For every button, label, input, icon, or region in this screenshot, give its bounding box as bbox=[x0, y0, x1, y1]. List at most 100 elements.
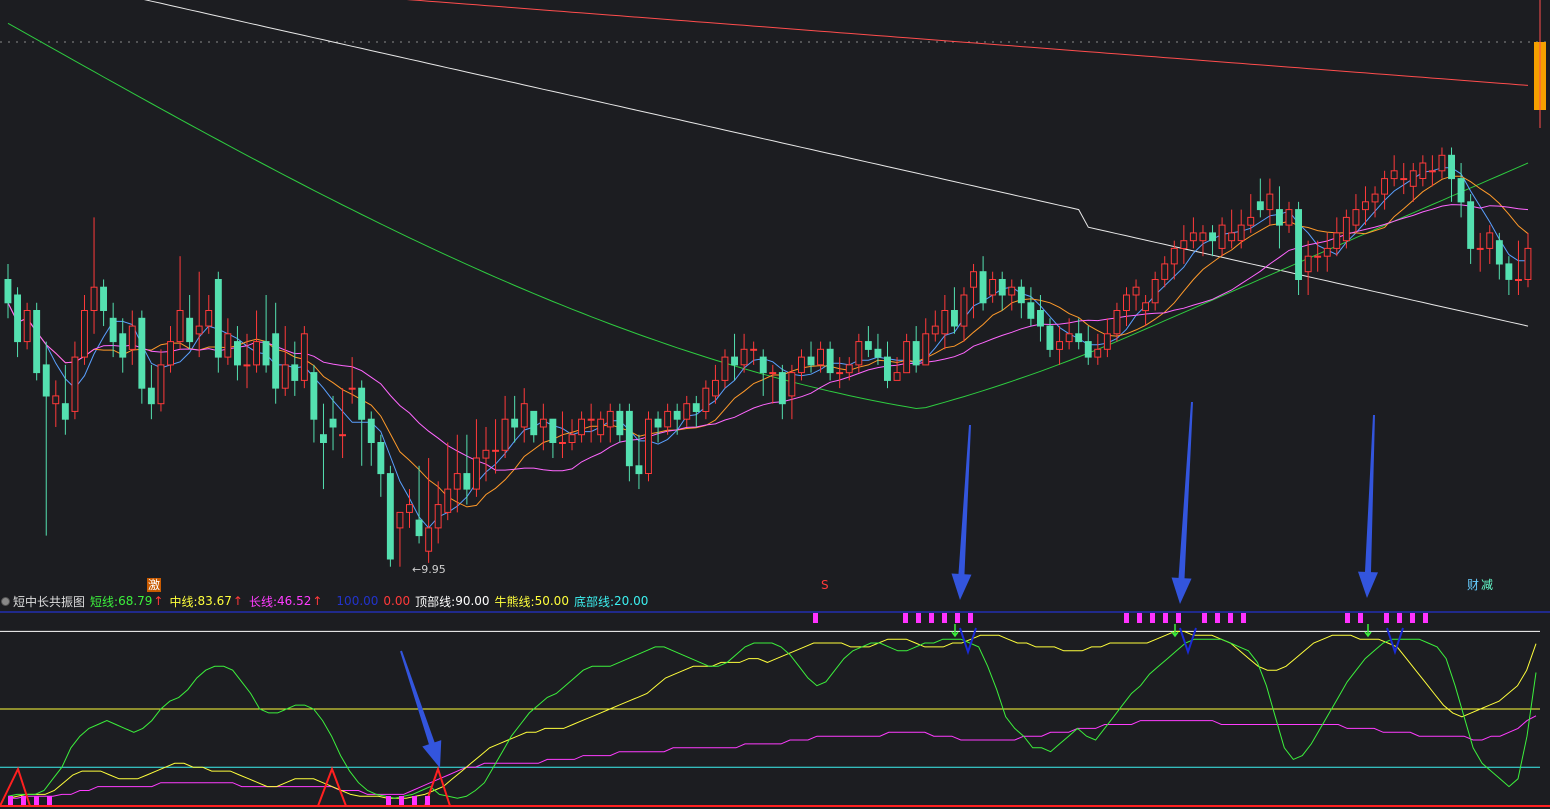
candle bbox=[1056, 326, 1063, 365]
candle-body bbox=[61, 403, 69, 420]
candle bbox=[568, 419, 576, 451]
candle bbox=[396, 511, 404, 567]
candle-body bbox=[1419, 162, 1427, 179]
hidden-value-1: 100.00 bbox=[336, 594, 379, 608]
candle-body bbox=[539, 418, 547, 428]
candle-body bbox=[998, 279, 1006, 296]
candle-body bbox=[425, 527, 433, 552]
candle bbox=[941, 295, 949, 350]
candle bbox=[1495, 232, 1503, 280]
candle bbox=[453, 434, 461, 513]
candle bbox=[530, 410, 538, 443]
candle-body bbox=[731, 356, 738, 366]
candle-body bbox=[482, 449, 490, 459]
candle-body bbox=[1428, 170, 1436, 173]
candle-body bbox=[1266, 193, 1274, 211]
price-panel[interactable] bbox=[0, 0, 1550, 567]
candle-body bbox=[1362, 201, 1369, 211]
candle-body bbox=[1285, 209, 1293, 226]
candle-body bbox=[1075, 333, 1083, 343]
candle bbox=[692, 395, 700, 427]
candle-body bbox=[578, 418, 585, 436]
mid-arrow-icon: ↑ bbox=[232, 594, 243, 608]
indicator-name[interactable]: 短中长共振图 bbox=[13, 594, 86, 609]
candle-body bbox=[71, 356, 79, 412]
top-signal-marker bbox=[1202, 613, 1207, 623]
candle-body bbox=[358, 387, 366, 420]
candle-body bbox=[300, 333, 308, 381]
candle bbox=[970, 263, 977, 319]
candle-body bbox=[348, 387, 356, 390]
candle bbox=[1333, 217, 1341, 257]
candle-body bbox=[951, 310, 958, 327]
candle bbox=[1132, 279, 1140, 311]
candle-body bbox=[205, 310, 213, 327]
candle-body bbox=[434, 504, 442, 529]
candle-body bbox=[1438, 154, 1446, 172]
ma250-line bbox=[406, 0, 1529, 86]
candle-body bbox=[625, 410, 633, 467]
long-series-line bbox=[8, 715, 1537, 799]
candle-body bbox=[673, 410, 681, 420]
pointer-arrow-shape bbox=[951, 424, 972, 600]
candle bbox=[1151, 271, 1159, 311]
candle-body bbox=[52, 395, 60, 405]
top-signal-marker bbox=[813, 613, 818, 623]
candle-body bbox=[1342, 216, 1350, 242]
candle bbox=[1362, 186, 1369, 226]
candle-body bbox=[989, 279, 997, 296]
candle bbox=[329, 395, 337, 451]
candle bbox=[1476, 232, 1484, 272]
candle bbox=[1314, 240, 1322, 272]
candle-body bbox=[1352, 209, 1360, 226]
candle bbox=[587, 403, 595, 443]
indicator-icon[interactable] bbox=[1, 596, 10, 606]
short-value: 68.79 bbox=[118, 594, 153, 608]
candle bbox=[903, 333, 911, 374]
candle-body bbox=[176, 310, 184, 343]
candle bbox=[501, 395, 509, 459]
candle bbox=[1467, 194, 1475, 264]
candle-body bbox=[1180, 240, 1188, 249]
candle-body bbox=[1409, 170, 1417, 187]
candle bbox=[960, 287, 968, 342]
candle bbox=[1276, 186, 1283, 249]
candle-body bbox=[1515, 279, 1522, 281]
candle-body bbox=[769, 372, 777, 375]
candle bbox=[549, 418, 557, 459]
candle-body bbox=[750, 348, 758, 351]
mid-label: 中线: bbox=[169, 594, 198, 609]
signal-spike bbox=[317, 766, 347, 807]
indicator-panel[interactable] bbox=[0, 611, 1550, 807]
candle-body bbox=[253, 341, 261, 366]
candle-body bbox=[1505, 263, 1513, 280]
candle bbox=[1123, 287, 1130, 327]
short-series-line bbox=[7, 638, 1537, 799]
candle-body bbox=[1247, 216, 1255, 226]
candle bbox=[645, 411, 652, 482]
candle bbox=[1084, 326, 1092, 365]
green-down-arrow-icon bbox=[951, 624, 959, 638]
candle-body bbox=[1027, 302, 1035, 319]
indicator-legend: 短中长共振图 短线: 68.79 ↑ 中线: 83.67 ↑ 长线: 46.52 ↑ 100… bbox=[0, 593, 653, 609]
candle-body bbox=[1381, 178, 1388, 195]
candle bbox=[482, 426, 490, 482]
top-signal-marker bbox=[1124, 613, 1129, 623]
candle bbox=[1438, 147, 1446, 179]
ma120-line bbox=[143, 0, 1529, 327]
top-signal-marker bbox=[929, 613, 934, 623]
candle-body bbox=[90, 286, 98, 312]
candle bbox=[1218, 217, 1226, 257]
candle-body bbox=[310, 372, 318, 420]
candle bbox=[272, 302, 280, 404]
tag-jian: 减 bbox=[1481, 578, 1494, 592]
candle-body bbox=[406, 504, 413, 513]
candle-body bbox=[855, 341, 863, 366]
candle bbox=[262, 295, 270, 373]
candle-body bbox=[138, 317, 146, 389]
candle-body bbox=[1237, 224, 1245, 242]
candle-body bbox=[864, 341, 872, 350]
candle bbox=[119, 318, 127, 373]
top-signal-marker bbox=[968, 613, 973, 623]
